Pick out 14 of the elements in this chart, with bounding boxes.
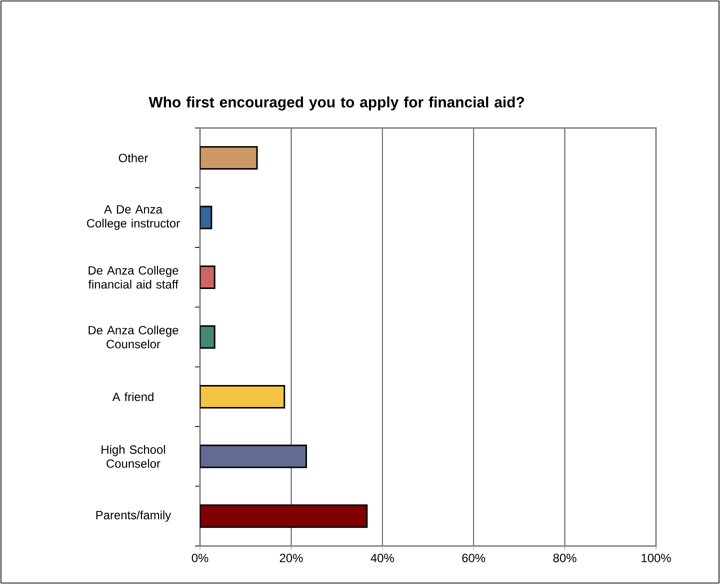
- y-tick-label: De Anza College Counselor: [88, 326, 178, 348]
- y-tick-label: Parents/family: [96, 510, 172, 522]
- y-tick-label: Other: [118, 153, 148, 162]
- x-tick-label: 0%: [192, 554, 208, 562]
- chart-title: Who first encouraged you to apply for financial aid?: [148, 96, 524, 110]
- y-tick-label: High School Counselor: [102, 445, 165, 468]
- x-tick-label: 100%: [642, 554, 671, 562]
- x-tick-label: 20%: [280, 554, 303, 562]
- y-tick-label: A friend: [112, 392, 154, 402]
- y-tick-label: De Anza College financial aid staff: [88, 266, 178, 289]
- x-tick-label: 80%: [553, 554, 576, 562]
- y-tick-label: A De Anza College instructor: [87, 205, 180, 230]
- x-tick-label: 60%: [462, 554, 486, 562]
- x-tick-label: 40%: [370, 554, 394, 562]
